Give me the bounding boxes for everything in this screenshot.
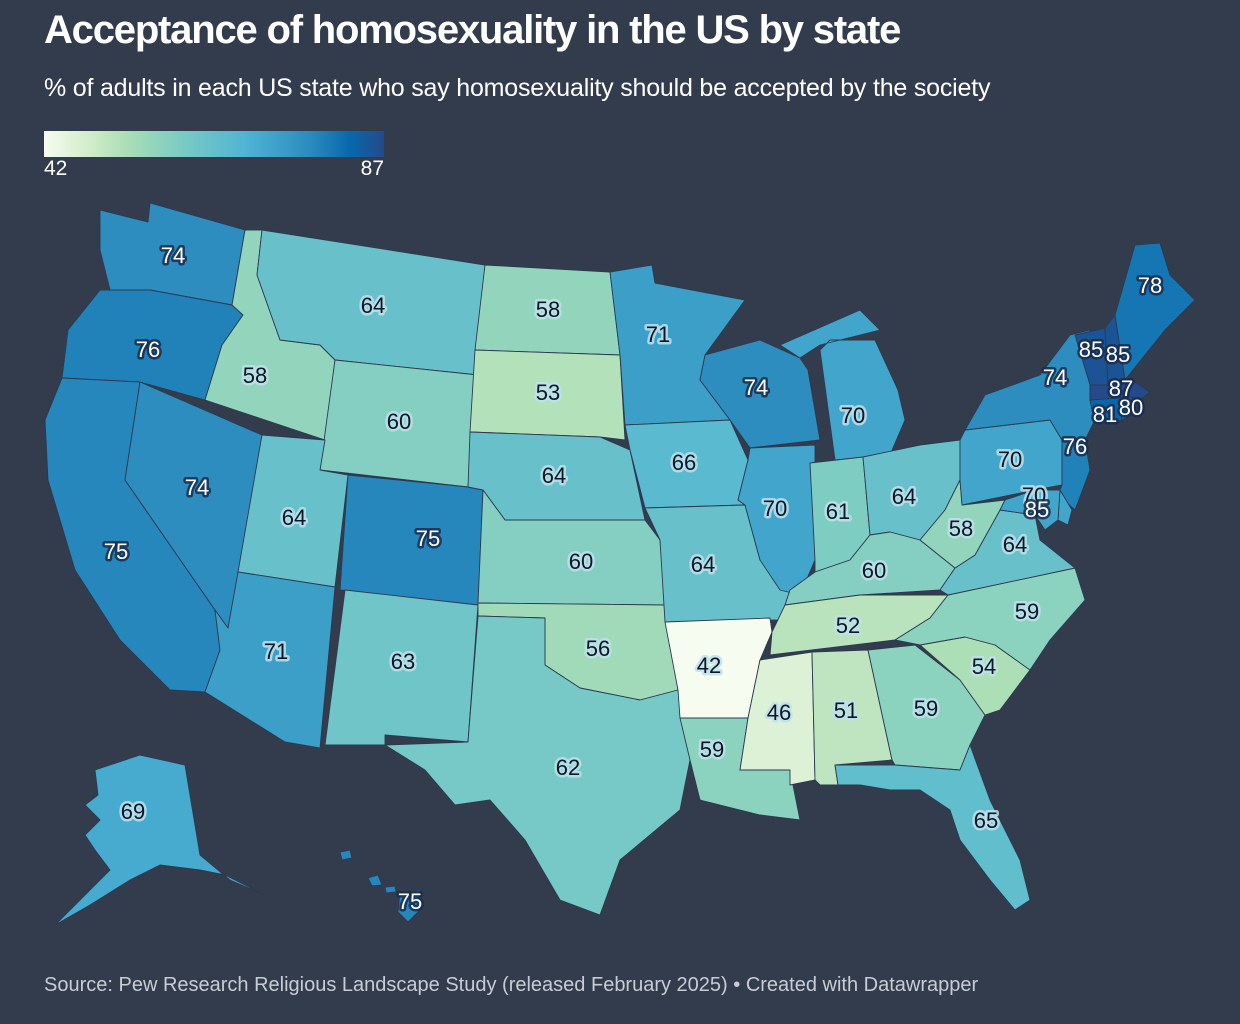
state-fl[interactable] xyxy=(834,744,1031,911)
state-value-label-nc: 59 xyxy=(1015,599,1039,624)
state-value-label-wv: 58 xyxy=(949,516,973,541)
source-credit: Source: Pew Research Religious Landscape… xyxy=(44,974,979,996)
state-mi[interactable] xyxy=(779,309,906,461)
state-value-label-or: 76 xyxy=(136,337,160,362)
state-value-label-sd: 53 xyxy=(536,380,560,405)
state-value-label-tn: 52 xyxy=(836,613,860,638)
state-value-label-ok: 56 xyxy=(586,636,610,661)
state-value-label-ak: 69 xyxy=(121,799,145,824)
state-value-label-pa: 70 xyxy=(998,447,1022,472)
state-dc[interactable] xyxy=(1036,509,1044,517)
state-value-label-dc: 85 xyxy=(1025,497,1049,522)
state-value-label-ri: 80 xyxy=(1119,395,1143,420)
legend-gradient-bar xyxy=(44,131,384,157)
state-value-label-va: 64 xyxy=(1003,532,1027,557)
state-value-label-md: 70 xyxy=(1022,483,1046,508)
state-value-label-wa: 74 xyxy=(161,243,185,268)
color-legend: 42 87 xyxy=(44,131,384,181)
state-value-label-mn: 71 xyxy=(646,322,670,347)
state-value-label-wy: 60 xyxy=(387,409,411,434)
state-value-label-ga: 59 xyxy=(914,696,938,721)
state-md[interactable] xyxy=(999,489,1061,531)
state-value-label-hi: 75 xyxy=(398,889,422,914)
state-value-label-ar: 42 xyxy=(697,653,721,678)
state-value-label-nh: 85 xyxy=(1106,342,1130,367)
state-hi[interactable] xyxy=(339,849,421,923)
state-value-label-co: 75 xyxy=(416,526,440,551)
state-value-label-mi: 70 xyxy=(841,403,865,428)
state-value-label-ca: 75 xyxy=(104,539,128,564)
state-value-label-az: 71 xyxy=(264,639,288,664)
state-value-label-fl: 65 xyxy=(974,808,998,833)
state-value-label-mt: 64 xyxy=(361,293,385,318)
state-ak[interactable] xyxy=(54,754,266,926)
state-value-label-oh: 64 xyxy=(892,484,916,509)
state-nj[interactable] xyxy=(1057,439,1091,511)
labels-layer: 74 76 75 74 58 64 60 64 75 71 63 58 53 64 60 56 62 71 66 64… xyxy=(101,240,1164,916)
state-value-label-me: 78 xyxy=(1138,273,1162,298)
state-value-label-il: 70 xyxy=(763,496,787,521)
state-value-label-ny: 74 xyxy=(1043,365,1067,390)
state-ma[interactable] xyxy=(1089,381,1151,401)
state-value-label-ct: 81 xyxy=(1093,402,1117,427)
legend-max-label: 87 xyxy=(360,157,384,180)
state-value-label-nd: 58 xyxy=(536,297,560,322)
state-wi[interactable] xyxy=(699,339,821,449)
state-nc[interactable] xyxy=(894,567,1086,671)
state-value-label-la: 59 xyxy=(700,737,724,762)
state-value-label-nj: 76 xyxy=(1063,434,1087,459)
state-value-label-ms: 46 xyxy=(767,700,791,725)
state-value-label-ne: 64 xyxy=(542,463,566,488)
state-me[interactable] xyxy=(1114,242,1196,381)
state-value-label-ut: 64 xyxy=(282,505,306,530)
chart-subtitle: % of adults in each US state who say hom… xyxy=(44,74,991,102)
state-az[interactable] xyxy=(204,571,336,749)
state-value-label-ks: 60 xyxy=(569,549,593,574)
states-layer xyxy=(44,202,1196,926)
state-tx[interactable] xyxy=(384,615,691,916)
state-value-label-in: 61 xyxy=(826,499,850,524)
state-value-label-ma: 87 xyxy=(1109,376,1133,401)
state-value-label-nm: 63 xyxy=(391,649,415,674)
state-value-label-vt: 85 xyxy=(1079,337,1103,362)
state-value-label-id: 58 xyxy=(243,363,267,388)
state-value-label-wi: 74 xyxy=(744,375,768,400)
state-value-label-ia: 66 xyxy=(672,450,696,475)
state-value-label-tx: 62 xyxy=(556,755,580,780)
chart-title: Acceptance of homosexuality in the US by… xyxy=(44,8,901,52)
state-value-label-mo: 64 xyxy=(691,552,715,577)
state-value-label-ky: 60 xyxy=(862,558,886,583)
state-value-label-nv: 74 xyxy=(185,475,209,500)
state-value-label-al: 51 xyxy=(834,698,858,723)
state-co[interactable] xyxy=(339,474,484,606)
state-value-label-sc: 54 xyxy=(972,654,996,679)
state-sd[interactable] xyxy=(469,349,626,441)
legend-min-label: 42 xyxy=(44,157,68,180)
